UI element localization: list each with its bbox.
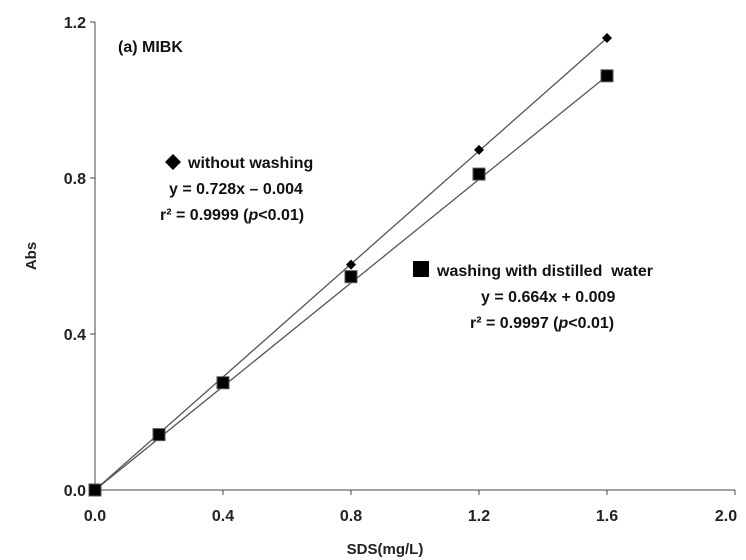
data-point-washing xyxy=(152,428,166,442)
data-point-washing xyxy=(344,270,358,284)
axes xyxy=(94,22,735,491)
equation-without-washing: y = 0.728x – 0.004 xyxy=(169,181,303,198)
x-tick-label: 2.0 xyxy=(715,508,737,525)
x-axis-title: SDS(mg/L) xyxy=(347,541,424,558)
data-point-washing xyxy=(88,483,102,497)
data-point-group xyxy=(88,32,614,497)
y-axis-title: Abs xyxy=(23,242,40,270)
equation-washing: y = 0.664x + 0.009 xyxy=(481,289,615,306)
data-point-washing xyxy=(600,69,614,83)
x-tick-label: 0.0 xyxy=(84,508,106,525)
annotation-without-washing: without washing y = 0.728x – 0.004 r² = … xyxy=(160,154,313,224)
data-point-washing xyxy=(472,167,486,181)
y-tick-label: 0.0 xyxy=(64,483,86,500)
data-point-washing xyxy=(216,376,230,390)
tick-group: 0.0 0.4 0.8 1.2 0.0 0.4 0.8 1.2 1.6 2.0 xyxy=(64,15,737,525)
r2-washing: r² = 0.9997 (p<0.01) xyxy=(470,315,614,332)
x-tick-label: 0.8 xyxy=(340,508,362,525)
y-tick-label: 0.4 xyxy=(64,327,86,344)
x-tick-label: 1.6 xyxy=(596,508,618,525)
legend-diamond-icon xyxy=(165,154,181,170)
x-tick-label: 1.2 xyxy=(468,508,490,525)
data-point-without-washing xyxy=(602,32,612,43)
r2-without-washing: r² = 0.9999 (p<0.01) xyxy=(160,207,304,224)
annotation-washing-with-distilled-water: washing with distilled water y = 0.664x … xyxy=(413,261,653,332)
y-tick-label: 0.8 xyxy=(64,171,86,188)
y-tick-label: 1.2 xyxy=(64,15,86,32)
panel-label: (a) MIBK xyxy=(118,39,183,56)
data-point-without-washing xyxy=(474,144,484,155)
legend-label-washing: washing with distilled water xyxy=(436,263,653,280)
legend-label-without-washing: without washing xyxy=(187,155,313,172)
legend-square-icon xyxy=(413,261,429,277)
data-point-without-washing xyxy=(346,259,356,270)
x-tick-label: 0.4 xyxy=(212,508,234,525)
